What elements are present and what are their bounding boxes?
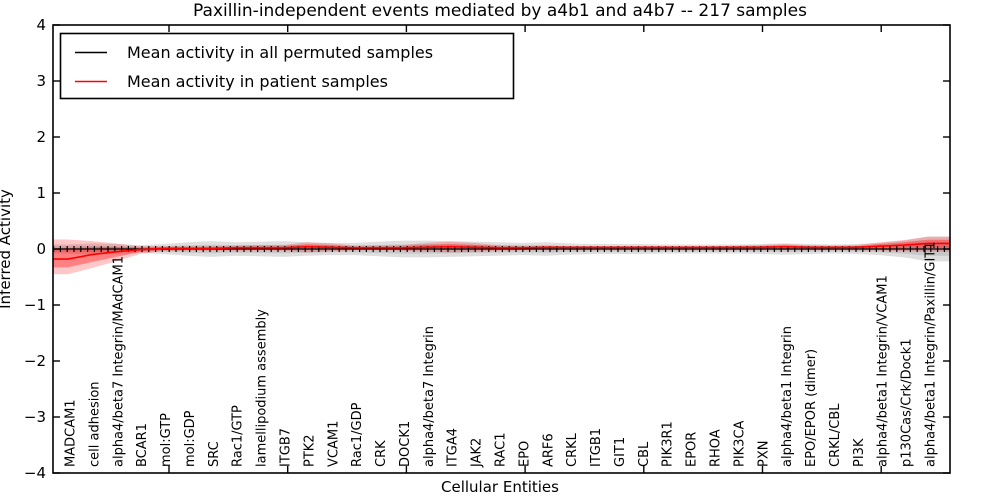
y-tick-label: 2 — [36, 128, 46, 146]
x-tick-label: VCAM1 — [326, 421, 341, 467]
x-tick-label: alpha4/beta1 Integrin/Paxillin/GIT1 — [924, 241, 939, 467]
x-tick-label: CRK — [374, 440, 389, 467]
x-tick-label: alpha4/beta7 Integrin — [422, 326, 437, 467]
x-tick-label: EPO — [517, 441, 532, 467]
y-axis-label: Inferred Activity — [0, 189, 14, 309]
plot-area: 4 3 2 1 0 −1 −2 −3 −4 MADCAM1 cell adhesion alpha4/… — [24, 16, 951, 482]
x-tick-label: alpha4/beta1 Integrin/VCAM1 — [876, 275, 891, 467]
x-tick-label: mol:GDP — [183, 410, 198, 467]
x-tick-label: GIT1 — [613, 437, 628, 467]
x-tick-label: alpha4/beta7 Integrin/MAdCAM1 — [111, 256, 126, 467]
x-tick-label: p130Cas/Crk/Dock1 — [900, 338, 915, 467]
x-tick-label: ITGB7 — [279, 428, 294, 467]
chart-title: Paxillin-independent events mediated by … — [193, 1, 807, 21]
y-tick-label: −4 — [24, 464, 46, 482]
patient-mean-line — [53, 242, 950, 260]
y-tick-label: −1 — [24, 296, 46, 314]
x-tick-label: ARF6 — [541, 433, 556, 467]
x-tick-label: CRKL — [565, 432, 580, 467]
x-tick-label: JAK2 — [470, 438, 485, 468]
x-tick-label: PTK2 — [302, 434, 317, 467]
x-tick-label: Rac1/GTP — [231, 405, 246, 467]
x-tick-label: EPOR — [685, 432, 700, 467]
legend: Mean activity in all permuted samples Me… — [59, 32, 515, 100]
legend-box — [59, 32, 515, 100]
x-tick-label: PIK3R1 — [661, 421, 676, 467]
x-tick-label: EPO/EPOR (dimer) — [804, 349, 819, 467]
y-tick-label: 3 — [36, 72, 46, 90]
x-tick-label: PIK3CA — [732, 420, 747, 467]
y-tick-label: −2 — [24, 352, 46, 370]
x-tick-label: mol:GTP — [159, 413, 174, 467]
x-tick-label: lamellipodium assembly — [255, 309, 270, 467]
x-tick-label: PI3K — [852, 438, 867, 467]
y-tick-label: 1 — [36, 184, 46, 202]
x-tick-label: SRC — [207, 441, 222, 467]
x-tick-label: CRKL/CBL — [828, 403, 843, 467]
x-axis-label: Cellular Entities — [441, 478, 559, 496]
legend-label-permuted: Mean activity in all permuted samples — [127, 43, 433, 62]
x-tick-label: ITGB1 — [589, 428, 604, 467]
x-tick-label: ITGA4 — [446, 428, 461, 467]
x-tick-label: PXN — [756, 441, 771, 467]
x-tick-label: BCAR1 — [135, 423, 150, 467]
y-tick-label: 4 — [36, 16, 46, 34]
x-tick-label: DOCK1 — [398, 421, 413, 467]
x-tick-label: RHOA — [709, 429, 724, 467]
x-tick-label: MADCAM1 — [64, 399, 79, 467]
y-tick-label: −3 — [24, 408, 46, 426]
x-tick-label: Rac1/GDP — [350, 402, 365, 467]
y-tick-label: 0 — [36, 240, 46, 258]
x-tick-label: alpha4/beta1 Integrin — [780, 326, 795, 467]
patient-band-outer — [53, 236, 950, 275]
x-tick-label: CBL — [637, 441, 652, 467]
legend-label-patient: Mean activity in patient samples — [127, 72, 388, 91]
x-tick-label: cell adhesion — [87, 381, 102, 467]
x-tick-label: RAC1 — [494, 432, 509, 467]
